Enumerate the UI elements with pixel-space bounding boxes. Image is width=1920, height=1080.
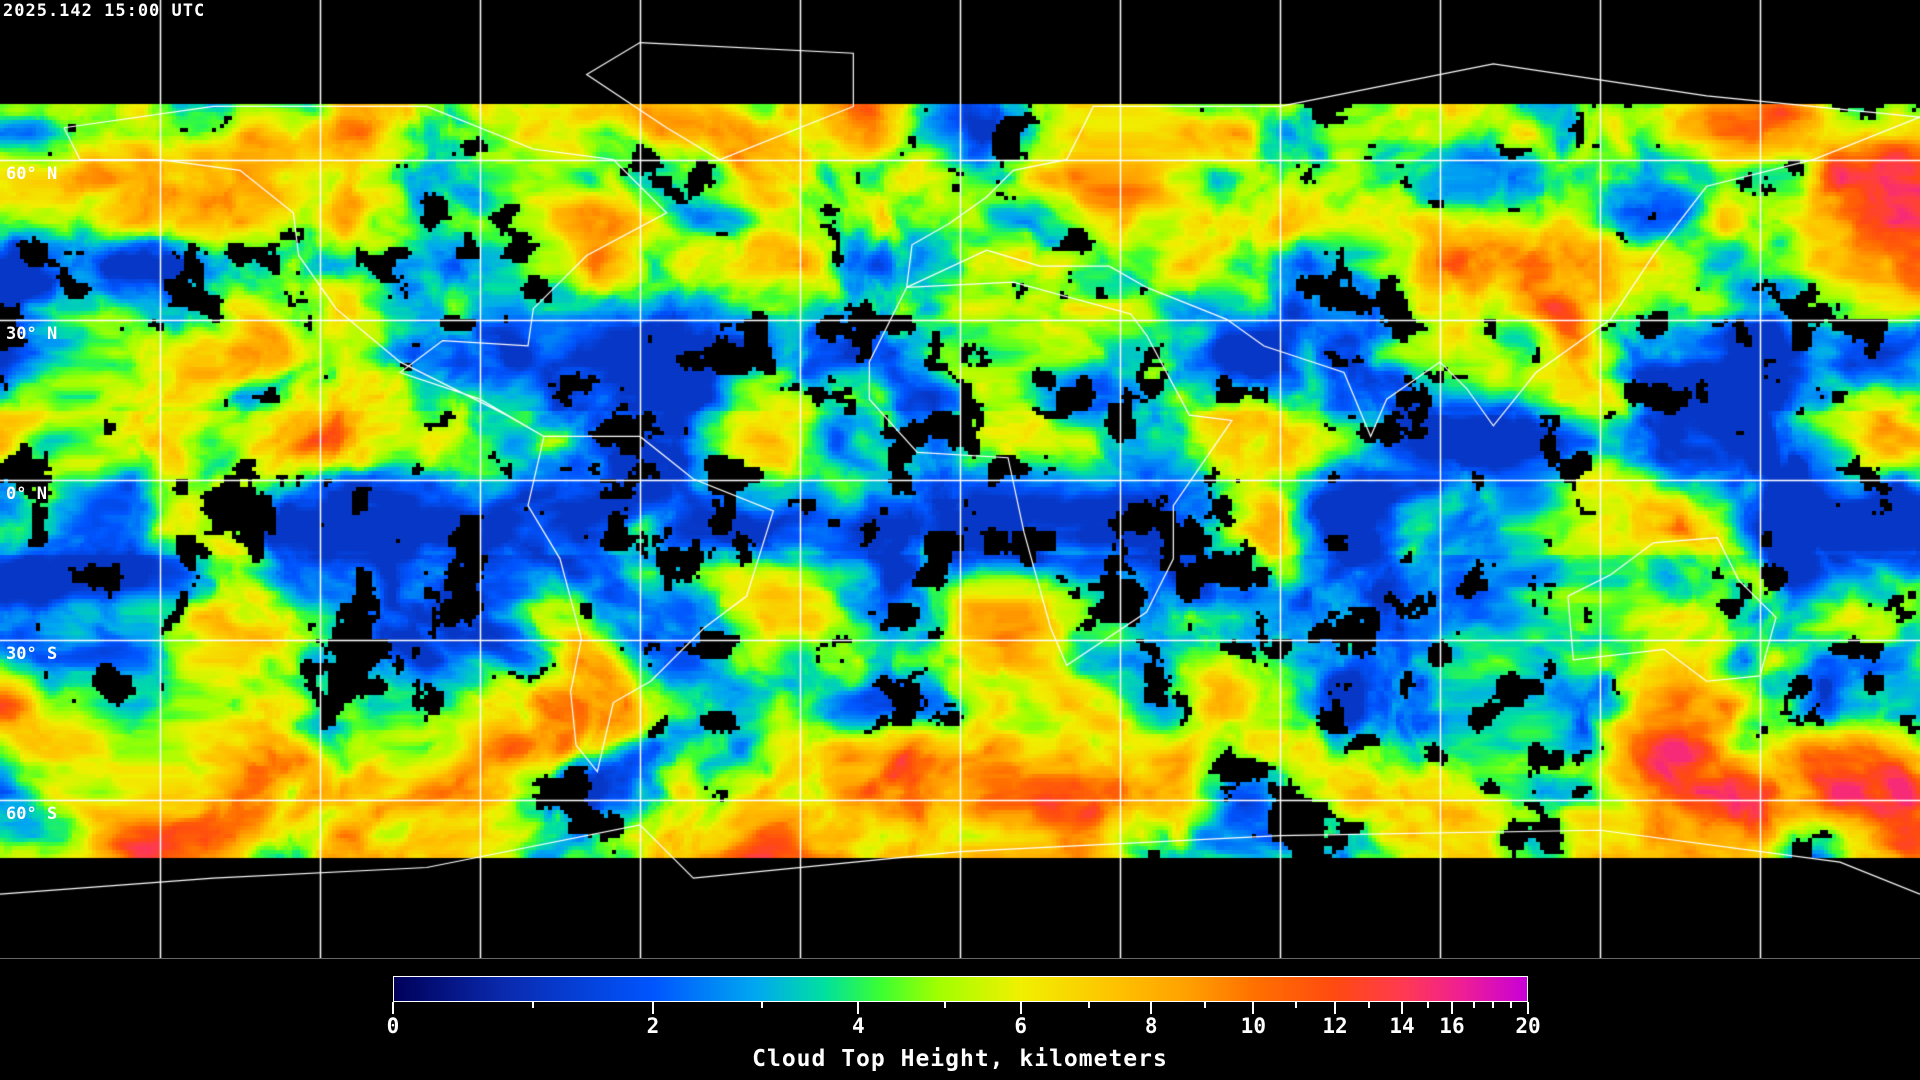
colorbar-major-tick (1252, 1002, 1255, 1014)
colorbar-major-tick (1527, 1002, 1529, 1014)
tick-label-2: 2 (646, 1014, 660, 1038)
colorbar-major-tick (1150, 1002, 1153, 1014)
colorbar-major-tick (1450, 1002, 1453, 1014)
colorbar-major-tick (1019, 1002, 1022, 1014)
colorbar-minor-tick (1295, 1002, 1298, 1008)
colorbar-major-tick (651, 1002, 654, 1014)
lat-label-60s: 60° S (6, 804, 58, 824)
lat-label-60n: 60° N (6, 164, 58, 184)
colorbar-minor-tick (1368, 1002, 1371, 1008)
colorbar-ticks: 0 2 4 6 8 10 12 14 16 20 (387, 1002, 1541, 1042)
colorbar-title: Cloud Top Height, kilometers (752, 1046, 1168, 1072)
colorbar-minor-tick (1087, 1002, 1090, 1008)
colorbar-minor-tick (760, 1002, 763, 1008)
cloud-top-height-map: 2025.142 15:00 UTC 60° N 30° N 0° N 30° … (0, 0, 1920, 958)
tick-label-8: 8 (1144, 1014, 1158, 1038)
colorbar-minor-tick (1427, 1002, 1430, 1008)
colorbar-minor-tick (1203, 1002, 1206, 1008)
colorbar-minor-tick (1472, 1002, 1475, 1008)
tick-label-6: 6 (1014, 1014, 1027, 1038)
tick-label-16: 16 (1439, 1014, 1465, 1038)
lat-label-30n: 30° N (6, 324, 58, 344)
tick-label-20: 20 (1515, 1014, 1541, 1038)
tick-label-14: 14 (1389, 1014, 1415, 1038)
colorbar-minor-tick (1509, 1002, 1512, 1008)
colorbar-major-tick (1401, 1002, 1403, 1014)
timestamp: 2025.142 15:00 UTC (3, 1, 206, 21)
colorbar-minor-tick (943, 1002, 946, 1008)
colorbar (393, 976, 1528, 1002)
colorbar-major-tick (392, 1002, 394, 1014)
map-border (0, 958, 1920, 959)
colorbar-major-tick (857, 1002, 860, 1014)
tick-label-12: 12 (1322, 1014, 1348, 1038)
colorbar-minor-tick (1491, 1002, 1494, 1008)
tick-label-10: 10 (1240, 1014, 1266, 1038)
tick-label-4: 4 (852, 1014, 865, 1038)
lat-label-0n: 0° N (6, 484, 47, 504)
tick-label-0: 0 (386, 1014, 400, 1038)
grid-and-coastline-layer (0, 0, 1920, 958)
colorbar-major-tick (1334, 1002, 1337, 1014)
colorbar-minor-tick (531, 1002, 534, 1008)
lat-label-30s: 30° S (6, 644, 58, 664)
